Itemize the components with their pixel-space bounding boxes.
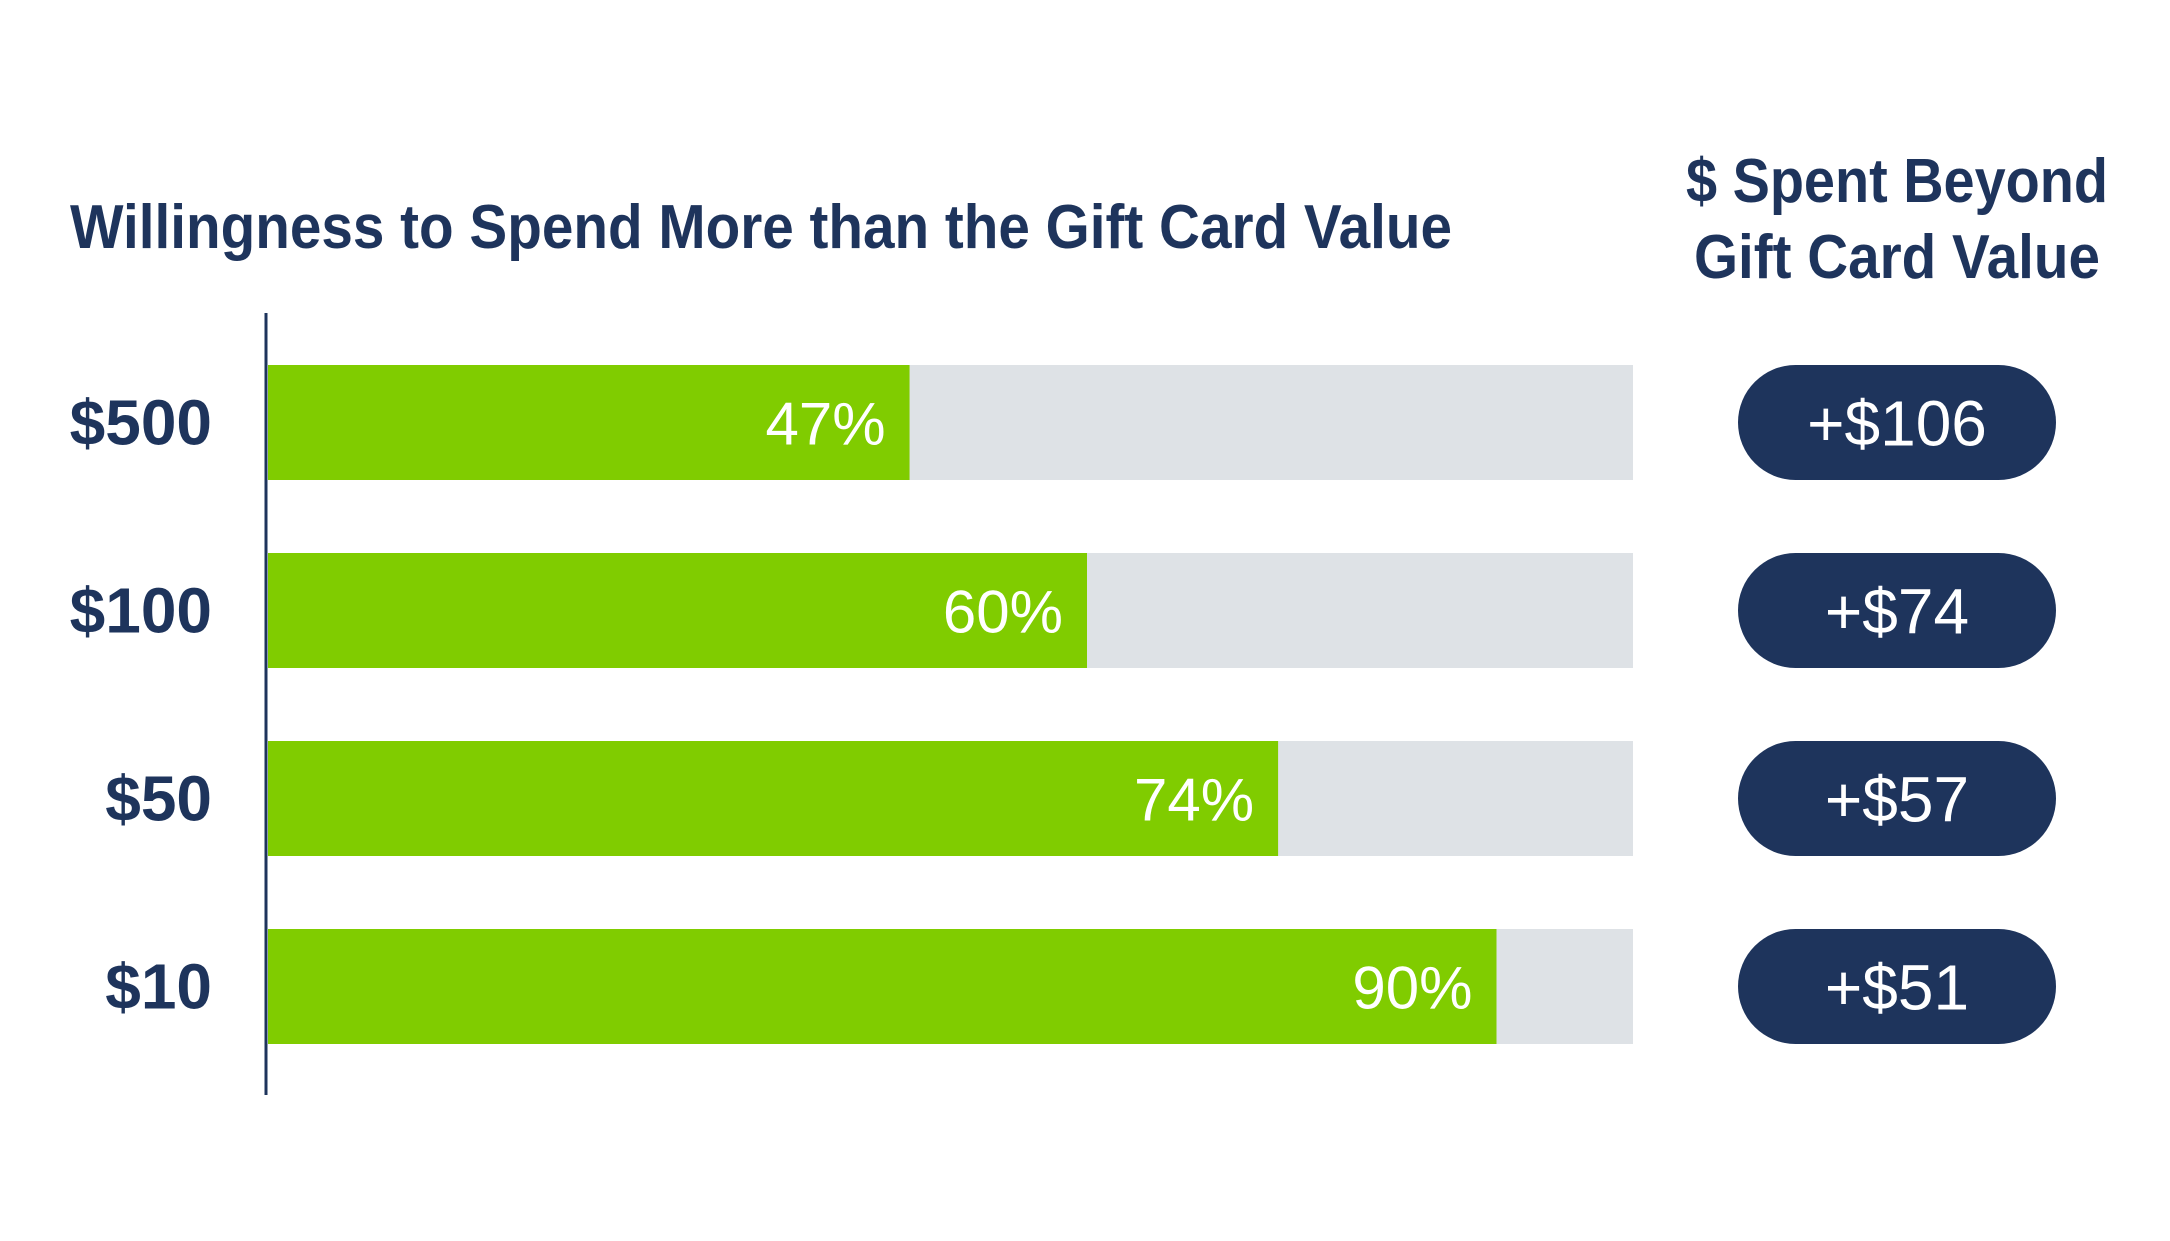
side-value-pill xyxy=(1738,553,2056,668)
bar xyxy=(268,741,1279,856)
bar xyxy=(268,365,910,480)
bars-group: $500 47% +$106 $100 60% +$74 $50 74% +$57 $10 90% +… xyxy=(70,365,2056,1044)
side-value-label: +$51 xyxy=(1825,952,1969,1024)
bar-value-label: 90% xyxy=(1352,955,1472,1022)
bar-value-label: 47% xyxy=(765,391,885,458)
side-title-line-1: $ Spent Beyond xyxy=(1686,147,2108,216)
bar xyxy=(268,929,1497,1044)
side-value-label: +$74 xyxy=(1825,576,1969,648)
side-value-label: +$57 xyxy=(1825,764,1969,836)
side-value-pill xyxy=(1738,741,2056,856)
category-label: $50 xyxy=(105,763,212,835)
side-value-label: +$106 xyxy=(1807,388,1987,460)
side-value-pill xyxy=(1738,929,2056,1044)
side-title-line-2: Gift Card Value xyxy=(1694,223,2100,292)
bar-value-label: 60% xyxy=(943,579,1063,646)
category-label: $10 xyxy=(105,951,212,1023)
category-label: $100 xyxy=(70,575,212,647)
bar xyxy=(268,553,1087,668)
category-label: $500 xyxy=(70,387,212,459)
bar-value-label: 74% xyxy=(1134,767,1254,834)
chart-title: Willingness to Spend More than the Gift … xyxy=(70,193,1452,262)
side-value-pill xyxy=(1738,365,2056,480)
